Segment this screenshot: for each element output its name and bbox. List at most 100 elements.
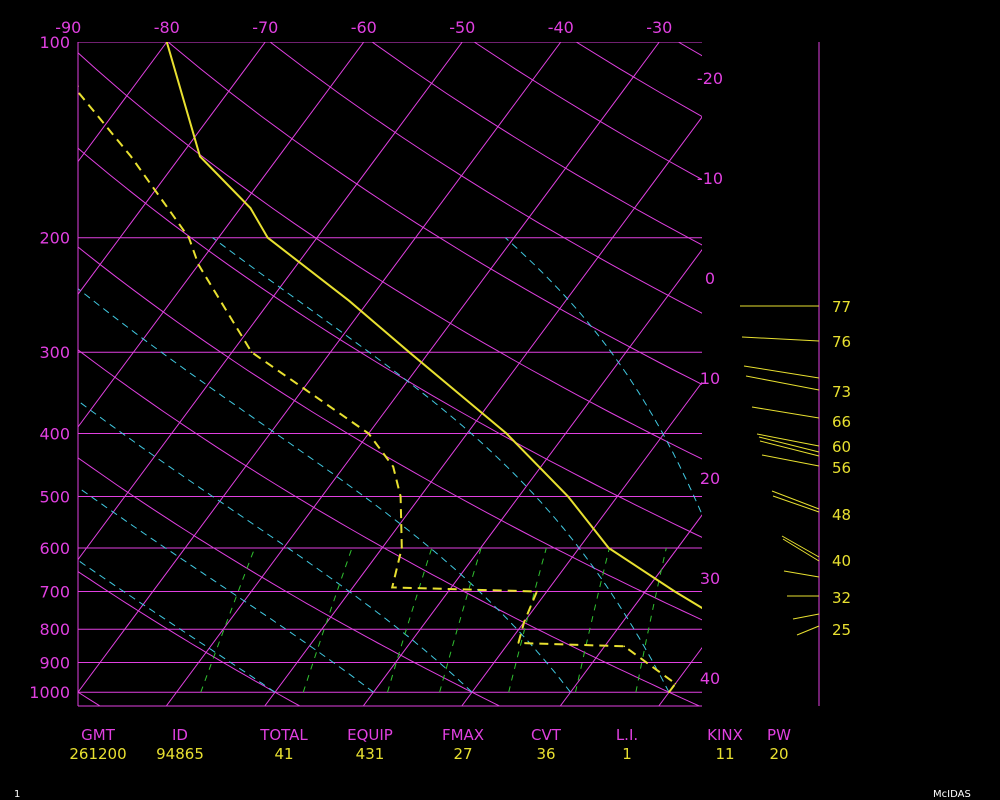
pressure-tick-label: 1000 [29, 683, 70, 702]
temperature-point [722, 619, 724, 621]
dewpoint-point [401, 547, 403, 549]
right-temperature-label: 20 [700, 469, 720, 488]
isotherm-line [954, 42, 1000, 706]
index-label: GMT [81, 726, 116, 744]
isotherm-line [461, 381, 702, 706]
dry-adiabat-line [78, 52, 702, 460]
isotherm-line [78, 42, 168, 163]
index-value: 1 [622, 745, 632, 763]
right-temperature-label: 40 [700, 669, 720, 688]
dewpoint-point [130, 155, 132, 158]
temperature-point [674, 590, 676, 593]
index-label: TOTAL [259, 726, 308, 744]
isotherm-line [559, 514, 702, 706]
top-temperature-label: -50 [449, 18, 475, 37]
dry-adiabat-line [78, 570, 301, 706]
isotherm-line [78, 42, 266, 296]
isotherm-line [165, 42, 660, 706]
moist-adiabat-line [78, 486, 374, 693]
pressure-tick-label: 300 [39, 343, 70, 362]
dry-adiabat-line [78, 246, 702, 621]
pressure-tick-label: 500 [39, 487, 70, 506]
index-value: 431 [356, 745, 385, 763]
index-value: 20 [769, 745, 788, 763]
wind-barb [796, 625, 820, 636]
top-temperature-label: -90 [55, 18, 81, 37]
wind-barb [741, 336, 820, 342]
sounding-profiles [78, 42, 755, 694]
mixing-ratio-line [575, 547, 610, 693]
dry-adiabat-line [575, 42, 702, 118]
right-temperature-label: 10 [700, 369, 720, 388]
index-label: EQUIP [347, 726, 393, 744]
wind-level-label: 60 [832, 438, 851, 456]
dewpoint-point [392, 465, 394, 468]
isotherm-line [78, 42, 463, 561]
wind-barb [745, 375, 820, 391]
index-label: KINX [707, 726, 743, 744]
dry-adiabat-line [78, 457, 500, 706]
wind-level-label: 56 [832, 459, 851, 477]
dewpoint-point [197, 263, 200, 266]
mixing-ratio-line [302, 547, 353, 693]
wind-barb [783, 570, 820, 578]
mixing-ratio-line [439, 547, 482, 693]
plot-frame [77, 42, 820, 707]
wind-barb [771, 490, 820, 510]
wind-panel: 77 76 73 66 60 56 48 40 32 25 [740, 298, 851, 639]
dewpoint-point [399, 495, 402, 498]
dewpoint-point [78, 92, 81, 95]
wind-level-label: 48 [832, 506, 851, 524]
dewpoint-point [623, 645, 626, 648]
dry-adiabat-line [269, 42, 702, 314]
moist-adiabat-line [78, 400, 473, 693]
temperature-point [742, 646, 744, 648]
isotherm-line [856, 42, 1000, 706]
wind-level-label: 73 [832, 383, 851, 401]
wind-barb [782, 538, 820, 562]
dewpoint-point [188, 236, 190, 239]
dewpoint-point [250, 351, 253, 354]
top-temperature-label: -40 [548, 18, 574, 37]
top-temperature-label: -70 [252, 18, 278, 37]
temperature-profile-line [165, 42, 702, 610]
pressure-tick-label: 100 [39, 33, 70, 52]
wind-barb [759, 440, 820, 457]
dry-adiabat-line [167, 42, 702, 385]
wind-barb [772, 495, 820, 513]
pressure-tick-label: 700 [39, 583, 70, 602]
index-value: 27 [453, 745, 472, 763]
pressure-tick-label: 900 [39, 653, 70, 672]
top-temperature-label: -60 [351, 18, 377, 37]
dewpoint-point [674, 682, 677, 685]
dewpoint-point [391, 586, 394, 589]
pressure-tick-label: 400 [39, 424, 70, 443]
index-value: 41 [274, 745, 293, 763]
temperature-point [567, 495, 569, 498]
wind-barb [781, 535, 820, 558]
wind-level-label: 76 [832, 333, 851, 351]
isotherm-line [0, 42, 68, 706]
moist-adiabat-line [78, 288, 571, 693]
mixing-ratio-line [508, 547, 547, 693]
dewpoint-point [367, 432, 370, 435]
temperature-point [753, 669, 755, 671]
top-temperature-label: -30 [646, 18, 672, 37]
mixing-ratio-line [200, 547, 256, 693]
dewpoint-point [668, 691, 670, 694]
dry-adiabat-line [371, 42, 702, 246]
corner-number: 1 [14, 789, 20, 800]
index-value: 94865 [156, 745, 204, 763]
temperature-point [249, 207, 252, 209]
isotherm-line [78, 42, 365, 428]
temperature-point [607, 547, 610, 549]
right-temperature-label: 30 [700, 569, 720, 588]
dry-adiabat-line [78, 147, 702, 538]
right-temperature-label: 0 [705, 269, 715, 288]
wind-level-label: 32 [832, 589, 851, 607]
right-temperature-label: -20 [697, 69, 723, 88]
moist-adiabat-line [78, 559, 276, 693]
wind-level-label: 40 [832, 552, 851, 570]
